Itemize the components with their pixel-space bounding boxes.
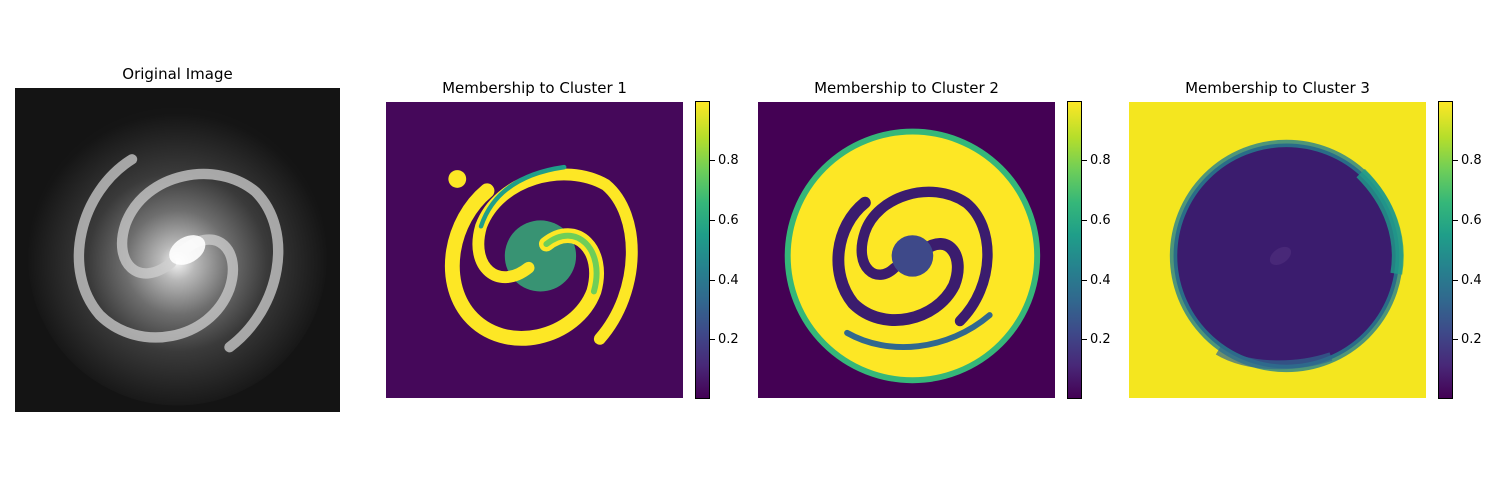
cbar1-tick-0.6: 0.6 [718,213,739,228]
cluster-3-colorbar [1438,101,1453,399]
cbar1-tick-0.4: 0.4 [718,273,739,288]
cbar2-tick-0.2: 0.2 [1090,332,1111,347]
cbar2-tick-0.4: 0.4 [1090,273,1111,288]
panel-title-cluster-2: Membership to Cluster 2 [814,79,999,97]
cluster-2-membership-heatmap [758,102,1055,398]
cluster-1-colorbar [695,101,710,399]
cluster-3-membership-heatmap [1129,102,1426,398]
cbar3-tick-0.2: 0.2 [1461,332,1482,347]
panel-title-cluster-3: Membership to Cluster 3 [1185,79,1370,97]
original-galaxy-image [15,88,340,412]
panel-title-cluster-1: Membership to Cluster 1 [442,79,627,97]
cbar3-tick-0.4: 0.4 [1461,273,1482,288]
cbar3-tick-0.8: 0.8 [1461,153,1482,168]
cluster-1-membership-heatmap [386,102,683,398]
panel-title-original: Original Image [122,65,233,83]
cbar1-tick-0.8: 0.8 [718,153,739,168]
cbar2-tick-0.8: 0.8 [1090,153,1111,168]
cbar1-tick-0.2: 0.2 [718,332,739,347]
cbar3-tick-0.6: 0.6 [1461,213,1482,228]
cbar2-tick-0.6: 0.6 [1090,213,1111,228]
cluster-2-colorbar [1067,101,1082,399]
